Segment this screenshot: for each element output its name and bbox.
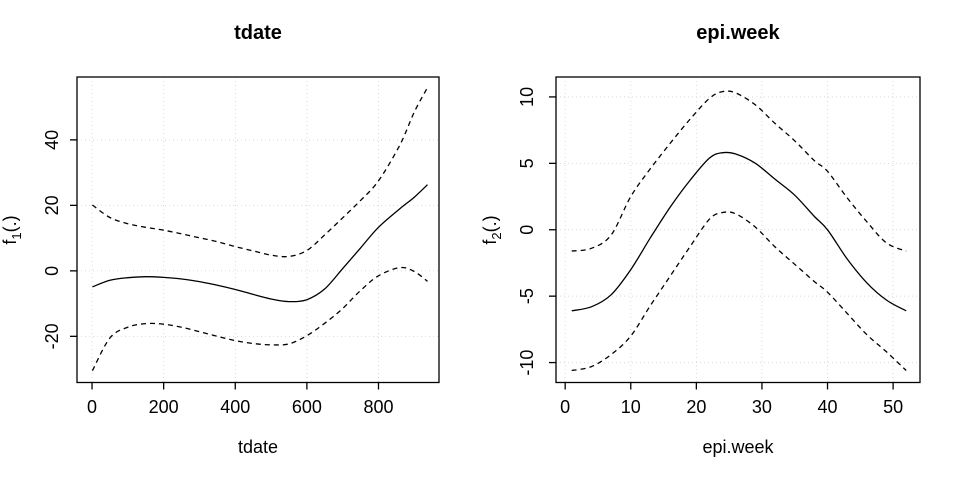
y-label-suffix: (.) xyxy=(480,215,501,233)
x-tick-label: 800 xyxy=(363,397,393,417)
x-axis-label-tdate: tdate xyxy=(237,437,279,457)
y-tick-label: 20 xyxy=(42,195,62,215)
y-tick-label: 5 xyxy=(517,158,537,168)
tdate-plot-canvas: 0 200 400 600 800 -20 0 20 40 xyxy=(42,76,440,417)
plot-title-epi-week: epi.week xyxy=(696,22,780,44)
x-tick-label: 20 xyxy=(686,397,706,417)
x-tick-label: 600 xyxy=(292,397,322,417)
y-tick-label: -10 xyxy=(517,350,537,376)
y-axis-label-f2: f2(.) xyxy=(480,215,504,244)
y-tick-label: 0 xyxy=(517,225,537,235)
y-label-prefix: f xyxy=(0,239,21,245)
x-tick-label: 30 xyxy=(752,397,772,417)
x-axis-label-epi-week: epi.week xyxy=(702,437,774,457)
plot-tdate: 0 200 400 600 800 -20 0 20 40 tdate tdate f1(.) xyxy=(0,22,440,457)
x-tick-label: 0 xyxy=(560,397,570,417)
y-label-suffix: (.) xyxy=(0,215,21,233)
y-tick-label: 40 xyxy=(42,130,62,150)
y-axis-label-f1: f1(.) xyxy=(0,215,24,244)
y-tick-label: -5 xyxy=(517,288,537,304)
fit-line xyxy=(92,184,428,303)
epi-week-plot-canvas: 0 10 20 30 40 50 -10 -5 0 5 10 xyxy=(517,76,921,417)
x-tick-label: 200 xyxy=(149,397,179,417)
x-tick-label: 0 xyxy=(87,397,97,417)
plot-border xyxy=(76,76,440,384)
y-label-prefix: f xyxy=(480,239,501,245)
lower-ci-line xyxy=(571,211,907,372)
y-label-subscript: 1 xyxy=(8,232,24,240)
y-tick-label: 10 xyxy=(517,87,537,107)
plot-epi-week: 0 10 20 30 40 50 -10 -5 0 5 10 epi.week epi.week f… xyxy=(480,0,960,480)
y-label-subscript: 2 xyxy=(488,232,504,240)
plot-border xyxy=(555,76,921,384)
x-tick-label: 40 xyxy=(818,397,838,417)
fit-line xyxy=(571,151,907,312)
lower-ci-line xyxy=(91,266,428,372)
upper-ci-line xyxy=(92,87,429,258)
upper-ci-line xyxy=(571,90,907,252)
x-tick-label: 10 xyxy=(621,397,641,417)
x-tick-label: 400 xyxy=(220,397,250,417)
y-tick-label: -20 xyxy=(42,323,62,349)
plot-title-tdate: tdate xyxy=(234,22,282,44)
x-tick-label: 50 xyxy=(883,397,903,417)
y-tick-label: 0 xyxy=(42,266,62,276)
